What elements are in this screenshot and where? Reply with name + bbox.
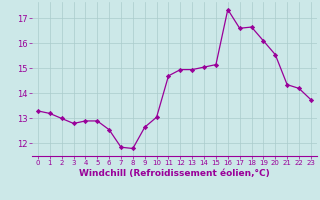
X-axis label: Windchill (Refroidissement éolien,°C): Windchill (Refroidissement éolien,°C)	[79, 169, 270, 178]
